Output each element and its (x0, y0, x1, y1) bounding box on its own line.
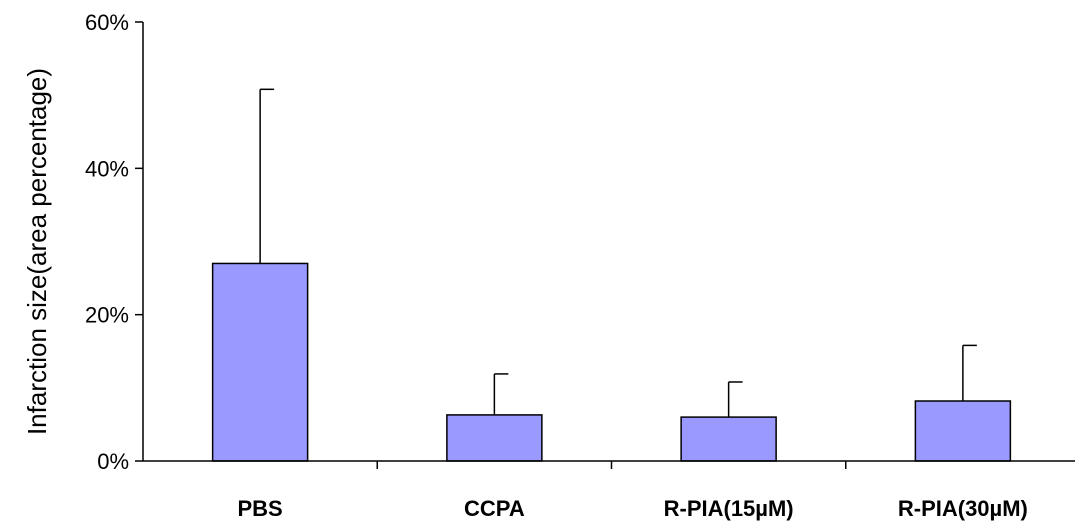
x-category-label: CCPA (464, 496, 525, 521)
error-bars (259, 88, 977, 418)
bar-0 (211, 262, 309, 462)
x-category-label: R-PIA(15µM) (664, 496, 794, 521)
x-axis-categories: PBS CCPA R-PIA(15µM) R-PIA(30µM) (238, 461, 1028, 521)
bar-3 (914, 400, 1012, 462)
bar-1 (446, 414, 543, 462)
bars (211, 262, 1012, 462)
y-axis-title: Infarction size(area percentage) (22, 68, 52, 435)
bar-2 (680, 416, 777, 462)
y-tick-label: 40% (85, 156, 129, 181)
y-tick-label: 60% (85, 10, 129, 35)
y-tick-label: 20% (85, 303, 129, 328)
y-tick-label: 0% (97, 449, 129, 474)
x-category-label: PBS (238, 496, 283, 521)
y-axis-ticks: 0% 20% 40% 60% (85, 10, 143, 474)
x-category-label: R-PIA(30µM) (898, 496, 1028, 521)
y-axis-title-group: Infarction size(area percentage) (22, 68, 52, 435)
